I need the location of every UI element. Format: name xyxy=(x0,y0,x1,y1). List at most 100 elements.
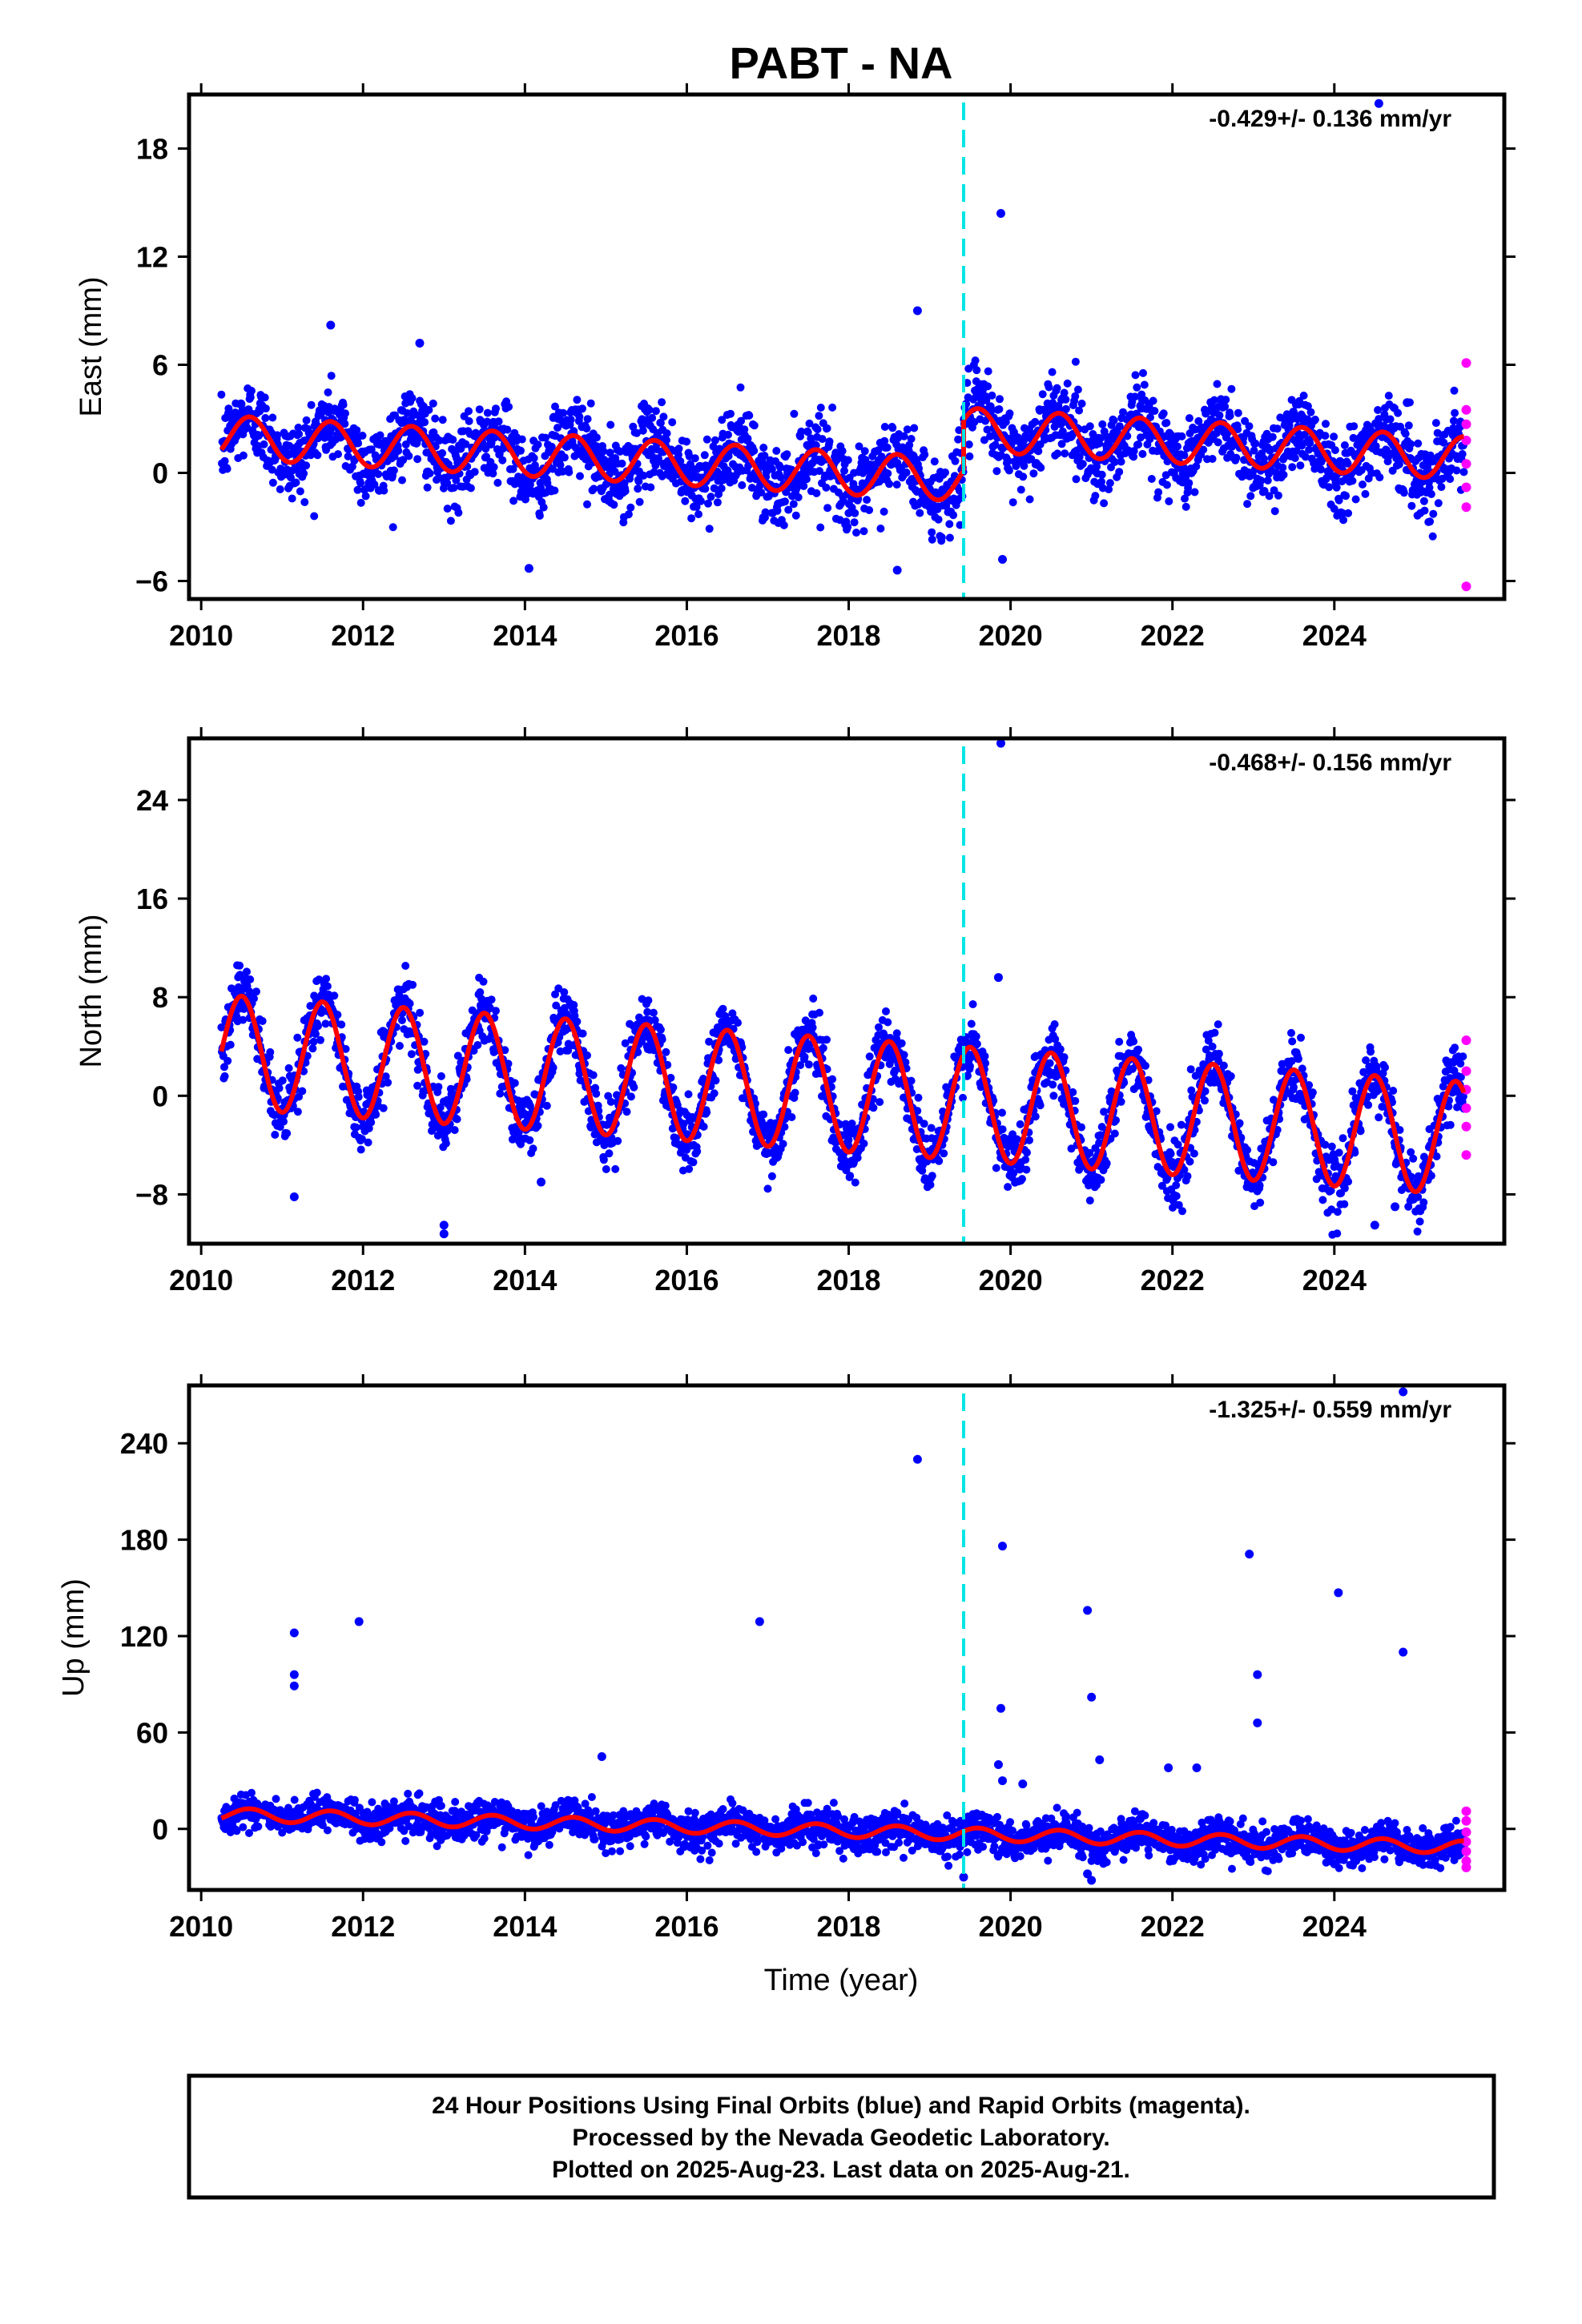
final-point xyxy=(672,1134,680,1143)
outlier-point xyxy=(326,320,336,330)
final-point xyxy=(1290,454,1299,462)
final-point xyxy=(996,395,1004,404)
final-point xyxy=(1219,1061,1228,1070)
final-point xyxy=(1071,1096,1080,1105)
final-point xyxy=(892,480,901,489)
final-point xyxy=(1260,454,1268,463)
final-point xyxy=(235,961,244,970)
final-point xyxy=(954,435,963,444)
final-point xyxy=(1306,408,1315,416)
final-point xyxy=(937,533,946,541)
final-point xyxy=(757,1117,766,1126)
final-point xyxy=(583,500,591,509)
final-point xyxy=(1100,499,1109,508)
final-point xyxy=(1226,412,1234,420)
final-point xyxy=(357,1135,366,1144)
final-point xyxy=(1214,1049,1223,1058)
final-point xyxy=(1214,1020,1222,1029)
final-point xyxy=(302,461,311,470)
final-point xyxy=(223,464,231,473)
final-point xyxy=(510,1079,519,1088)
final-point xyxy=(1045,1059,1054,1068)
final-point xyxy=(1154,488,1163,497)
final-point xyxy=(1434,499,1443,508)
final-point xyxy=(1071,392,1080,400)
final-point xyxy=(1069,1088,1077,1096)
final-point xyxy=(1332,483,1341,492)
final-point xyxy=(621,487,630,496)
final-point xyxy=(787,1113,796,1121)
final-point xyxy=(1009,1168,1018,1177)
final-point xyxy=(1162,480,1171,489)
final-point xyxy=(453,1115,461,1124)
final-point xyxy=(662,436,670,444)
final-point xyxy=(702,1108,711,1116)
final-point xyxy=(1147,475,1156,483)
final-point xyxy=(634,477,643,485)
final-point xyxy=(1310,464,1319,473)
final-point xyxy=(275,1084,284,1092)
final-point xyxy=(1037,464,1045,472)
final-point xyxy=(779,521,788,529)
final-point xyxy=(1063,379,1072,388)
final-point xyxy=(1183,1172,1192,1180)
final-point xyxy=(566,416,575,424)
final-point xyxy=(1140,380,1149,389)
final-point xyxy=(1077,400,1086,408)
final-point xyxy=(361,492,370,501)
final-point xyxy=(1287,1028,1295,1037)
final-point xyxy=(926,1180,935,1189)
final-point xyxy=(1031,417,1040,426)
final-point xyxy=(645,405,654,414)
final-point xyxy=(1243,500,1252,509)
final-point xyxy=(435,473,443,482)
final-point xyxy=(266,1047,275,1056)
y-tick-label: −6 xyxy=(135,565,168,598)
final-point xyxy=(405,452,413,460)
final-point xyxy=(573,1017,582,1026)
outlier-point xyxy=(524,564,533,573)
final-point xyxy=(1052,1072,1061,1081)
x-tick-label: 2020 xyxy=(979,619,1043,652)
final-point xyxy=(1226,1072,1235,1080)
final-point xyxy=(1072,475,1081,484)
final-point xyxy=(1110,1129,1119,1138)
final-point xyxy=(815,412,823,420)
final-point xyxy=(1048,368,1057,376)
final-point xyxy=(487,995,496,1004)
final-point xyxy=(1404,421,1413,430)
final-point xyxy=(1273,424,1282,433)
final-point xyxy=(235,971,244,979)
final-point xyxy=(321,1019,330,1028)
final-point xyxy=(781,497,789,506)
final-point xyxy=(701,485,710,493)
final-point xyxy=(794,493,803,501)
final-point xyxy=(724,430,732,439)
final-point xyxy=(288,494,296,503)
final-point xyxy=(828,1075,837,1084)
final-point xyxy=(700,451,709,460)
final-point xyxy=(423,483,432,492)
final-point xyxy=(1451,408,1459,417)
final-point xyxy=(949,511,958,520)
final-point xyxy=(1439,438,1448,447)
final-point xyxy=(668,418,677,427)
final-point xyxy=(1452,466,1461,475)
final-point xyxy=(356,498,365,507)
final-point xyxy=(750,446,759,455)
final-point xyxy=(783,450,791,459)
final-point xyxy=(983,425,992,434)
final-point xyxy=(340,420,349,428)
final-point xyxy=(376,431,384,440)
final-point xyxy=(843,522,852,531)
final-point xyxy=(892,1029,901,1038)
final-point xyxy=(776,463,785,472)
final-point xyxy=(724,452,733,460)
final-point xyxy=(763,1184,772,1193)
final-point xyxy=(772,447,781,455)
final-point xyxy=(1091,492,1100,501)
final-point xyxy=(1459,468,1468,476)
final-point xyxy=(840,1156,848,1164)
final-point xyxy=(863,496,872,505)
final-point xyxy=(791,1088,799,1097)
